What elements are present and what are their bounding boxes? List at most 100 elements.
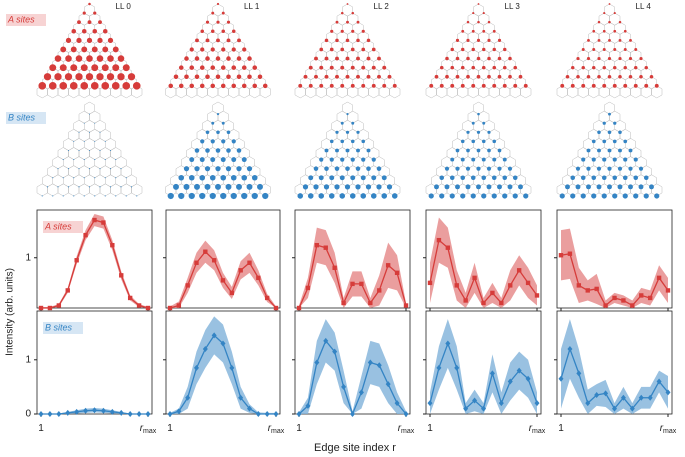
- lattice-cell: [352, 40, 364, 53]
- marker: [38, 411, 44, 417]
- x-tick-text: 1: [427, 423, 433, 434]
- site-dot: [638, 166, 644, 171]
- site-dot: [230, 192, 237, 200]
- x-tick-text: r: [660, 423, 664, 434]
- site-dot: [481, 65, 486, 70]
- x-tick-subscript: max: [143, 428, 157, 435]
- site-dot: [455, 56, 460, 61]
- site-dot: [481, 157, 486, 162]
- lattice-cell: [217, 30, 229, 44]
- site-dot: [607, 130, 612, 135]
- site-dot: [335, 148, 339, 153]
- site-dot: [617, 166, 623, 171]
- site-dot: [211, 11, 215, 15]
- lattice-cell: [462, 40, 474, 53]
- site-dot: [644, 65, 648, 70]
- site-dot: [340, 47, 345, 52]
- site-dot: [328, 193, 335, 199]
- site-dot: [370, 193, 377, 199]
- site-dot: [220, 192, 227, 200]
- lattice-cell: [614, 119, 626, 133]
- marker: [525, 280, 531, 286]
- site-dot: [221, 139, 226, 144]
- site-dot: [46, 186, 49, 188]
- site-dot: [465, 184, 471, 190]
- site-dot: [345, 148, 350, 153]
- site-dot: [62, 195, 64, 197]
- lattice-cell: [217, 110, 229, 124]
- site-dot: [639, 74, 643, 79]
- error-band: [299, 227, 406, 308]
- site-dot: [335, 130, 339, 134]
- site-dot: [638, 184, 644, 190]
- site-dot: [210, 157, 216, 163]
- lattice-cell: [462, 119, 474, 133]
- site-dot: [104, 195, 106, 197]
- lattice-cell: [99, 128, 111, 142]
- site-dot: [226, 38, 231, 43]
- site-dot: [487, 20, 491, 24]
- site-dot: [90, 82, 99, 90]
- marker: [427, 400, 433, 407]
- lattice-cell: [223, 21, 234, 35]
- site-dot: [94, 159, 96, 161]
- error-band: [170, 316, 276, 414]
- site-tag: B sites: [45, 322, 73, 332]
- site-dot: [382, 83, 387, 88]
- marker: [385, 381, 391, 388]
- site-dot: [607, 148, 612, 153]
- lattice-cell: [494, 58, 505, 71]
- site-dot: [210, 29, 215, 34]
- site-dot: [591, 193, 597, 199]
- site-dot: [497, 166, 502, 171]
- site-dot: [341, 11, 344, 15]
- marker: [481, 405, 486, 412]
- lattice-cell: [467, 49, 479, 62]
- lattice-cell: [483, 119, 495, 133]
- lattice-cell: [614, 58, 626, 71]
- site-dot: [335, 56, 339, 61]
- marker: [567, 345, 573, 352]
- site-dot: [523, 83, 528, 88]
- lattice-cell: [94, 156, 106, 169]
- site-dot: [575, 184, 581, 190]
- lattice-cell: [609, 110, 621, 124]
- x-tick-subscript: max: [532, 428, 546, 435]
- marker: [110, 242, 115, 248]
- marker: [516, 268, 522, 273]
- x-axis-label: Edge site index r: [314, 442, 396, 454]
- marker: [127, 295, 133, 301]
- lattice-cell: [478, 128, 490, 142]
- lattice-cell: [94, 119, 106, 133]
- site-dot: [591, 157, 596, 162]
- site-dot: [371, 83, 376, 88]
- site-dot: [356, 148, 360, 153]
- lattice-cell: [588, 49, 600, 62]
- marker: [350, 411, 355, 417]
- site-dot: [586, 56, 591, 61]
- site-dot: [350, 65, 355, 70]
- site-dot: [472, 12, 475, 15]
- y-axis-label: Intensity (arb. units): [5, 268, 16, 356]
- site-dot: [210, 65, 216, 70]
- site-dot: [215, 74, 221, 80]
- marker: [296, 411, 302, 417]
- lattice-cell: [342, 21, 353, 35]
- lattice-cell: [89, 147, 101, 160]
- site-dot: [96, 73, 104, 81]
- site-dot: [89, 113, 90, 115]
- lattice-cell: [120, 165, 132, 179]
- marker: [56, 303, 62, 308]
- site-dot: [507, 166, 513, 171]
- site-dot: [608, 112, 611, 116]
- site-dot: [78, 131, 80, 133]
- x-tick-subscript: max: [663, 428, 677, 435]
- site-dot: [608, 3, 611, 5]
- site-dot: [476, 148, 481, 153]
- site-dot: [586, 74, 591, 79]
- lattice-cell: [202, 21, 213, 35]
- site-dot: [487, 148, 491, 153]
- marker: [585, 400, 591, 407]
- lattice-cell: [635, 58, 647, 71]
- site-dot: [633, 193, 639, 199]
